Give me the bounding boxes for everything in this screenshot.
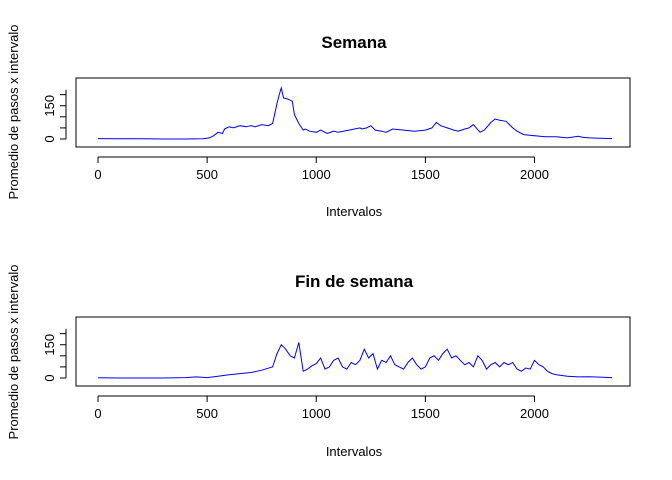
x-tick-label: 2000 [520, 167, 549, 182]
series-line-semana [97, 86, 613, 140]
y-axis: 0 150 [42, 328, 67, 382]
x-tick-label: 2000 [520, 406, 549, 421]
panel-fin-de-semana: Fin de semana 0 500 1000 1500 2000 0 150 Inte… [6, 265, 631, 459]
x-tick-label: 1500 [411, 167, 440, 182]
y-tick-label: 0 [42, 374, 57, 381]
x-tick-label: 0 [94, 406, 101, 421]
y-axis-label: Promedio de pasos x intervalo [6, 25, 21, 200]
x-axis: 0 500 1000 1500 2000 [94, 156, 549, 182]
x-tick-label: 1500 [411, 406, 440, 421]
x-tick-label: 500 [196, 406, 218, 421]
x-tick-label: 1000 [302, 406, 331, 421]
plot-frame [75, 316, 631, 387]
x-tick-label: 500 [196, 167, 218, 182]
y-axis-label: Promedio de pasos x intervalo [6, 265, 21, 440]
x-tick-label: 1000 [302, 167, 331, 182]
x-axis-label: Intervalos [326, 204, 383, 219]
plot-frame [75, 77, 631, 148]
x-axis: 0 500 1000 1500 2000 [94, 395, 549, 421]
y-axis: 0 150 [42, 89, 67, 143]
y-tick-label: 150 [42, 95, 57, 117]
x-tick-label: 0 [94, 167, 101, 182]
chart-title: Semana [321, 33, 387, 52]
y-tick-label: 150 [42, 334, 57, 356]
series-line-fin-de-semana [97, 342, 613, 379]
y-tick-label: 0 [42, 135, 57, 142]
chart-title: Fin de semana [295, 272, 414, 291]
x-axis-label: Intervalos [326, 444, 383, 459]
